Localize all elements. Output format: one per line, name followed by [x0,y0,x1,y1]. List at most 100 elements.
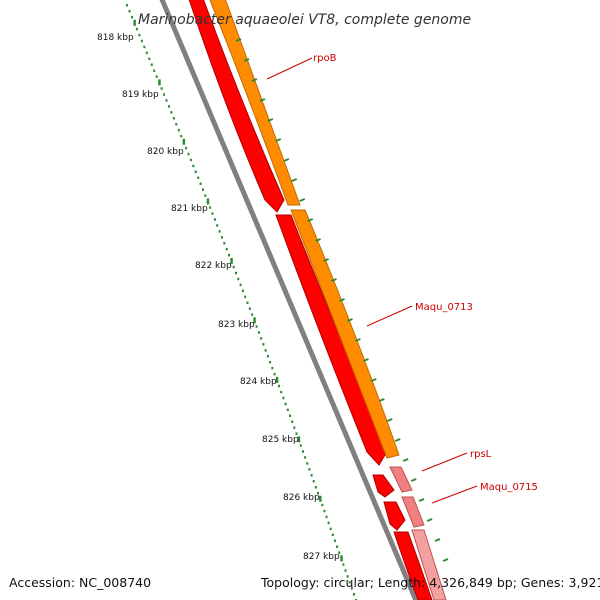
tick-dot [302,450,304,453]
tick-dot [213,218,216,221]
tick-dot [352,593,355,596]
tick-dot [325,515,328,519]
tick-dot [237,277,240,281]
tick-dot [235,271,237,275]
tick-dot [185,146,188,150]
tick-dot [266,355,269,358]
tick-dot [348,581,351,584]
label-line-rpsl [421,452,468,472]
cds-segment-rpob [188,0,285,213]
tick-dot [317,491,319,495]
tick-dot [306,462,309,465]
tick-dot [257,331,260,334]
tick-dot [334,539,336,542]
accession-text: Accession: NC_008740 [9,575,151,590]
outer-tick-dash [402,458,409,462]
tick-dot [280,390,283,394]
tick-dot [131,15,133,19]
tick-dot [282,396,285,400]
outer-tick-dash [243,58,250,62]
tick-dot [338,551,341,554]
tick-dot [182,138,186,145]
orange-band-upper [209,0,301,206]
outer-tick-dash [235,38,242,42]
tick-dot [223,242,226,245]
tick-label: 826 kbp [283,493,320,503]
tick-dot [246,301,249,304]
outer-tick-dash [323,258,329,262]
tick-dot [295,432,298,435]
tick-dot [145,51,148,55]
tick-dot [293,426,296,429]
tick-label: 821 kbp [171,204,208,214]
tick-dot [135,27,138,31]
tick-dot [308,468,311,471]
tick-dot [170,111,173,114]
pink-block-2 [401,496,425,528]
outer-tick-dash [291,178,298,182]
tick-dot [253,317,256,324]
tick-dot [150,63,153,66]
outer-tick-dash [434,538,441,542]
tick-dot [269,361,272,364]
outer-tick-dash [442,558,449,562]
tick-dot [138,33,141,37]
tick-dot [172,117,175,120]
tick-dot [153,69,156,72]
tick-dot [321,503,324,507]
outer-tick-dash [331,278,337,282]
tick-dot [244,295,247,299]
tick-dot [255,325,258,328]
tick-dot [344,569,347,572]
tick-dot [194,170,197,174]
tick-dot [346,575,349,578]
cds-segment-maqu-0713 [275,214,389,466]
tick-dot [158,79,161,86]
tick-dot [177,128,180,132]
tick-dot [329,527,332,531]
tick-dot [286,408,289,412]
tick-dot [206,198,210,205]
tick-dot [221,236,223,239]
pink-block-3 [411,529,447,600]
tick-dot [197,176,200,179]
outer-tick-dash [418,498,425,502]
genome-summary-text: Topology: circular; Length: 4,326,849 bp… [260,575,600,590]
outer-tick-dash [275,138,282,142]
label-line-rpob [266,57,313,80]
outer-tick-dash [370,378,377,382]
outer-tick-dash [283,158,290,162]
outer-tick-dash [315,238,321,242]
tick-dot [216,224,219,227]
tick-dot [211,212,214,215]
tick-label: 827 kbp [303,552,340,562]
tick-label: 819 kbp [122,90,159,100]
gene-label-rpob: rpoB [313,53,337,64]
tick-label: 825 kbp [262,435,299,445]
outer-tick-dash [267,118,274,122]
tick-dot [128,9,131,13]
tick-dot [230,257,233,264]
tick-dot [327,521,330,525]
outer-tick-marks [235,38,449,562]
tick-dot [275,376,279,383]
tick-dot [350,587,353,590]
tick-label: 820 kbp [147,147,184,157]
outer-tick-dash [363,358,369,362]
tick-dot [232,265,235,269]
tick-dot [304,456,307,459]
tick-dot [155,75,158,78]
tick-dot [140,39,143,43]
tick-dot [126,4,128,7]
outer-tick-dash [378,398,385,402]
cds-segment-lower-red [393,531,433,600]
tick-dot [310,474,313,477]
outer-tick-dash [355,338,361,342]
tick-dot [319,495,322,502]
tick-dot [342,563,345,566]
outer-tick-dash [426,518,433,522]
tick-dot [273,372,276,376]
outer-tick-dash [394,438,401,442]
